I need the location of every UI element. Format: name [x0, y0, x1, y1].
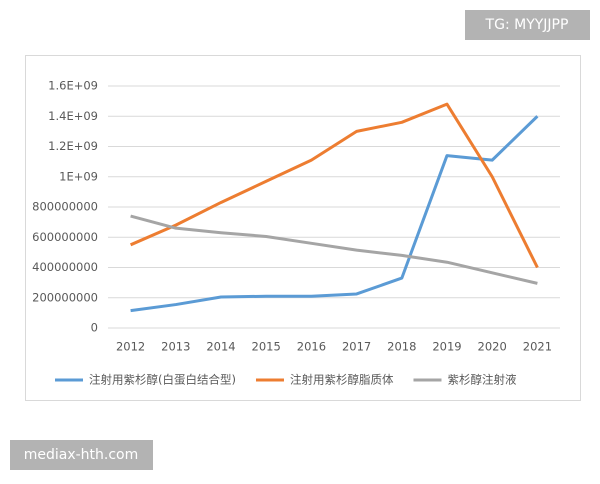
x-tick-label: 2016 — [297, 340, 326, 354]
legend-label: 紫杉醇注射液 — [447, 373, 516, 387]
watermark-box — [10, 440, 153, 470]
chart-frame — [25, 55, 581, 401]
y-tick-label: 200000000 — [32, 290, 98, 304]
series-line — [130, 115, 539, 313]
x-tick-label: 2021 — [523, 340, 552, 354]
series-line — [130, 102, 539, 269]
watermark-box — [465, 10, 590, 40]
x-tick-label: 2013 — [161, 340, 190, 354]
series-line — [130, 214, 538, 285]
y-tick-label: 0 — [91, 321, 98, 335]
y-tick-label: 400000000 — [32, 260, 98, 274]
x-tick-label: 2012 — [116, 340, 145, 354]
x-tick-label: 2018 — [387, 340, 416, 354]
x-tick-label: 2020 — [478, 340, 507, 354]
y-tick-label: 1.2E+09 — [48, 139, 98, 153]
y-tick-label: 1E+09 — [59, 169, 98, 183]
x-tick-label: 2019 — [432, 340, 461, 354]
y-tick-label: 1.4E+09 — [48, 109, 98, 123]
y-tick-label: 1.6E+09 — [48, 79, 98, 93]
legend-label: 注射用紫杉醇脂质体 — [290, 373, 394, 387]
x-tick-label: 2015 — [252, 340, 281, 354]
legend-label: 注射用紫杉醇(白蛋白结合型) — [89, 373, 236, 387]
y-tick-label: 600000000 — [32, 230, 98, 244]
y-tick-label: 800000000 — [32, 200, 98, 214]
x-tick-label: 2017 — [342, 340, 371, 354]
x-tick-label: 2014 — [206, 340, 235, 354]
watermark: mediax-hth.com — [24, 447, 139, 463]
watermark: TG: MYYJJPP — [485, 17, 569, 33]
